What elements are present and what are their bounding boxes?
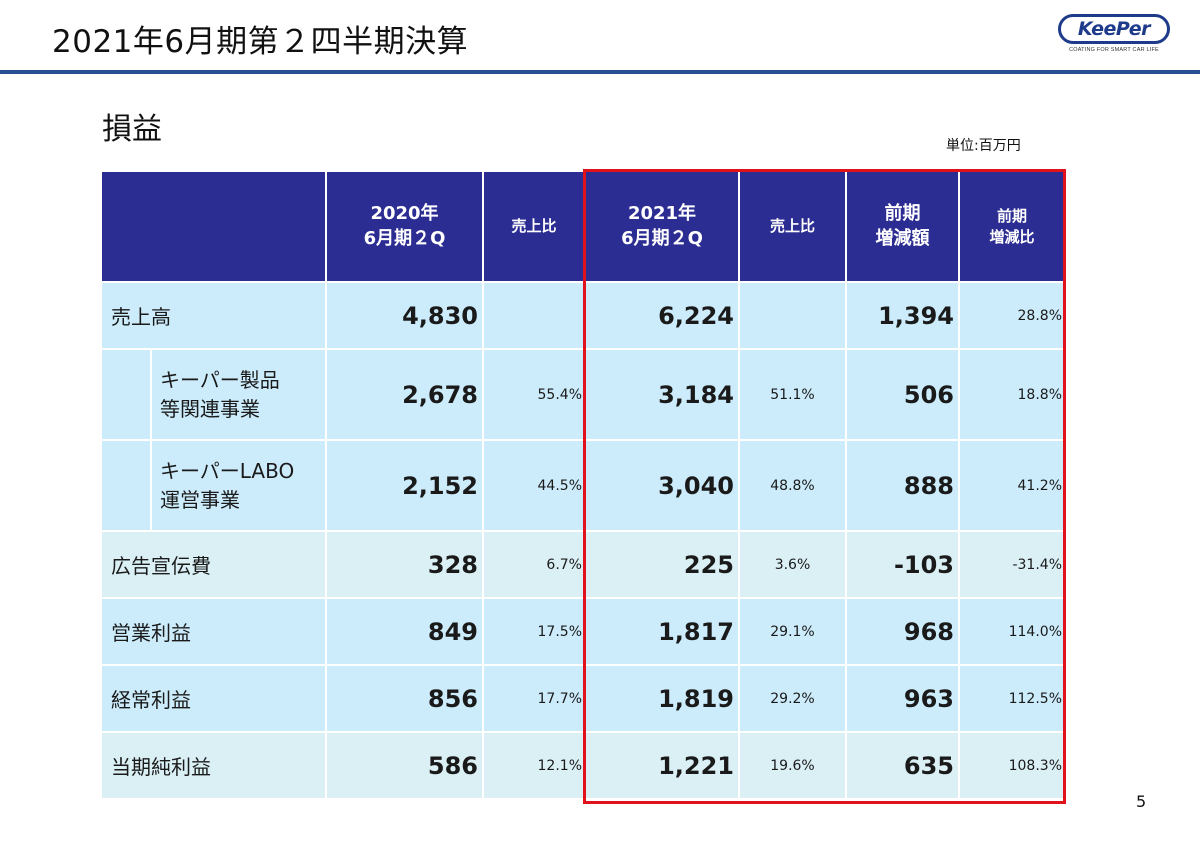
ratio-2020: 17.5%	[484, 599, 586, 666]
ratio-2021: 3.6%	[740, 532, 847, 599]
table-row-keeper-products: キーパー製品 等関連事業 2,678 55.4% 3,184 51.1% 506…	[102, 350, 1066, 441]
row-label-line1: キーパーLABO	[160, 458, 295, 483]
yoy-amount: 968	[847, 599, 960, 666]
value-2020: 2,678	[327, 350, 484, 441]
value-2021: 1,221	[586, 733, 740, 800]
header-fy2021-line1: 2021年	[627, 203, 697, 225]
row-label-line1: キーパー製品	[160, 367, 280, 392]
ratio-2021: 29.1%	[740, 599, 847, 666]
page-number: 5	[1136, 792, 1147, 811]
ratio-2020	[484, 283, 586, 350]
ratio-2020: 55.4%	[484, 350, 586, 441]
value-2021: 3,184	[586, 350, 740, 441]
table-row-sales: 売上高 4,830 6,224 1,394 28.8%	[102, 283, 1066, 350]
row-label: 営業利益	[102, 599, 327, 666]
header-fy2020-line1: 2020年	[370, 203, 439, 225]
row-label: 経常利益	[102, 666, 327, 733]
ratio-2021: 19.6%	[740, 733, 847, 800]
table-row-net-income: 当期純利益 586 12.1% 1,221 19.6% 635 108.3%	[102, 733, 1066, 800]
income-statement-table: 2020年 6月期２Q 売上比 2021年 6月期２Q 売上比 前期 増減額 前…	[102, 172, 1066, 800]
yoy-amount: 1,394	[847, 283, 960, 350]
value-2021: 225	[586, 532, 740, 599]
value-2020: 328	[327, 532, 484, 599]
value-2021: 6,224	[586, 283, 740, 350]
yoy-rate: 18.8%	[960, 350, 1066, 441]
header-yoy-amount-line1: 前期	[884, 203, 921, 225]
value-2021: 1,819	[586, 666, 740, 733]
logo-wordmark: KeePer	[1058, 14, 1170, 44]
table-row-ordinary-income: 経常利益 856 17.7% 1,819 29.2% 963 112.5%	[102, 666, 1066, 733]
yoy-rate: 114.0%	[960, 599, 1066, 666]
ratio-2021: 48.8%	[740, 441, 847, 532]
ratio-2021	[740, 283, 847, 350]
header-ratio-2020: 売上比	[484, 172, 586, 283]
title-divider	[0, 70, 1200, 74]
value-2020: 4,830	[327, 283, 484, 350]
ratio-2021: 29.2%	[740, 666, 847, 733]
keeper-logo: KeePer COATING FOR SMART CAR LIFE	[1058, 14, 1170, 60]
yoy-rate: 112.5%	[960, 666, 1066, 733]
ratio-2020: 6.7%	[484, 532, 586, 599]
value-2020: 856	[327, 666, 484, 733]
yoy-rate: 28.8%	[960, 283, 1066, 350]
yoy-amount: 635	[847, 733, 960, 800]
header-fy2021-line2: 6月期２Q	[621, 227, 703, 249]
value-2020: 586	[327, 733, 484, 800]
yoy-rate: 41.2%	[960, 441, 1066, 532]
yoy-rate: -31.4%	[960, 532, 1066, 599]
indent-spacer	[102, 350, 152, 441]
logo-tagline: COATING FOR SMART CAR LIFE	[1069, 47, 1159, 53]
section-title: 損益	[102, 112, 162, 147]
indent-spacer	[102, 441, 152, 532]
row-label: 当期純利益	[102, 733, 327, 800]
ratio-2020: 12.1%	[484, 733, 586, 800]
ratio-2020: 17.7%	[484, 666, 586, 733]
slide-title: 2021年6月期第２四半期決算	[52, 24, 469, 60]
row-label: 売上高	[102, 283, 327, 350]
row-label: キーパーLABO 運営事業	[152, 441, 327, 532]
yoy-rate: 108.3%	[960, 733, 1066, 800]
table-row-operating-income: 営業利益 849 17.5% 1,817 29.1% 968 114.0%	[102, 599, 1066, 666]
header-yoy-rate-line1: 前期	[996, 207, 1027, 226]
yoy-amount: -103	[847, 532, 960, 599]
header-yoy-amount: 前期 増減額	[847, 172, 960, 283]
row-label: キーパー製品 等関連事業	[152, 350, 327, 441]
value-2021: 3,040	[586, 441, 740, 532]
ratio-2020: 44.5%	[484, 441, 586, 532]
ratio-2021: 51.1%	[740, 350, 847, 441]
row-label: 広告宣伝費	[102, 532, 327, 599]
header-yoy-rate-line2: 増減比	[989, 227, 1035, 246]
header-fy2021: 2021年 6月期２Q	[586, 172, 740, 283]
header-yoy-rate: 前期 増減比	[960, 172, 1066, 283]
table-row-advertising: 広告宣伝費 328 6.7% 225 3.6% -103 -31.4%	[102, 532, 1066, 599]
value-2021: 1,817	[586, 599, 740, 666]
yoy-amount: 963	[847, 666, 960, 733]
header-fy2020: 2020年 6月期２Q	[327, 172, 484, 283]
header-fy2020-line2: 6月期２Q	[363, 227, 446, 249]
row-label-line2: 等関連事業	[160, 396, 260, 421]
row-label-line2: 運営事業	[160, 487, 240, 512]
header-yoy-amount-line2: 増減額	[875, 227, 930, 249]
header-ratio-2021: 売上比	[740, 172, 847, 283]
yoy-amount: 506	[847, 350, 960, 441]
value-2020: 2,152	[327, 441, 484, 532]
table-row-keeper-labo: キーパーLABO 運営事業 2,152 44.5% 3,040 48.8% 88…	[102, 441, 1066, 532]
table-header-row: 2020年 6月期２Q 売上比 2021年 6月期２Q 売上比 前期 増減額 前…	[102, 172, 1066, 283]
value-2020: 849	[327, 599, 484, 666]
yoy-amount: 888	[847, 441, 960, 532]
unit-label: 単位:百万円	[946, 138, 1021, 154]
header-blank	[102, 172, 327, 283]
